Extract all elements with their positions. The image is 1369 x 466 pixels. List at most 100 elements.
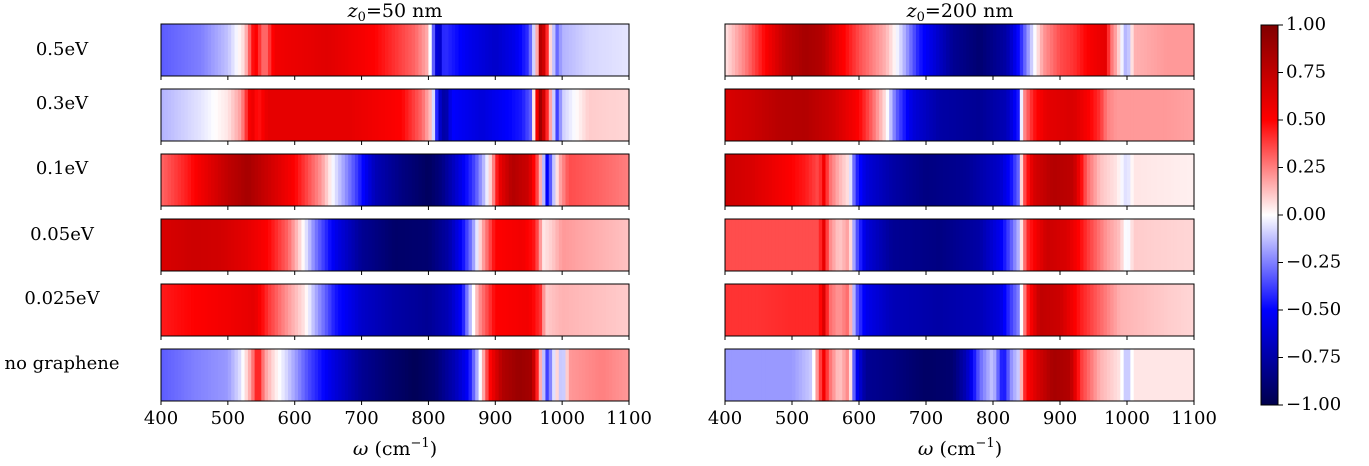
heatmap-cell [1026,89,1031,141]
heatmap-cell [582,154,587,206]
heatmap-cell [341,24,346,76]
heatmap-cell [1110,154,1115,206]
heatmap-cell [1116,219,1121,271]
heatmap-cell [979,154,984,206]
heatmap-cell [552,284,557,336]
heatmap-cell [391,24,396,76]
heatmap-cell [842,219,847,271]
heatmap-cell [418,284,423,336]
heatmap-cell [562,24,567,76]
heatmap-cell [976,349,981,401]
heatmap-cell [458,154,463,206]
heatmap-cell [465,154,470,206]
heatmap-cell [254,284,259,336]
heatmap-cell [338,284,343,336]
heatmap-cell [855,284,860,336]
x-axis-label-left: ω (cm−1) [353,436,437,460]
heatmap-cell [244,24,249,76]
heatmap-cell [455,24,460,76]
heatmap-cell [488,284,493,336]
heatmap-cell [405,89,409,141]
heatmap-cell [368,219,373,271]
heatmap-cell [942,89,947,141]
heatmap-cell [892,219,897,271]
heatmap-cell [495,89,500,141]
heatmap-cell [1100,284,1105,336]
heatmap-cell [805,349,810,401]
heatmap-cell [812,349,817,401]
heatmap-cell [999,219,1004,271]
heatmap-cell [932,89,937,141]
heatmap-cell [211,284,216,336]
heatmap-cell [485,24,490,76]
heatmap-cell [177,24,182,76]
heatmap-cell [164,284,169,336]
heatmap-cell [384,284,389,336]
heatmap-cell [568,89,573,141]
heatmap-cell [458,89,463,141]
heatmap-cell [161,24,165,76]
heatmap-cell [939,89,944,141]
heatmap-strip [160,153,630,210]
heatmap-cell [1003,24,1007,76]
heatmap-cell [805,284,810,336]
heatmap-cell [802,284,806,336]
heatmap-cell [1160,89,1165,141]
heatmap-cell [1183,89,1188,141]
heatmap-cell [184,24,189,76]
heatmap-cell [982,284,987,336]
heatmap-cell [261,349,266,401]
heatmap-cell [812,219,817,271]
heatmap-cell [882,219,887,271]
heatmap-cell [371,154,376,206]
heatmap-cell [929,284,934,336]
heatmap-cell [956,219,961,271]
heatmap-cell [1173,154,1178,206]
heatmap-cell [805,89,810,141]
heatmap-cell [247,89,252,141]
heatmap-cell [465,349,470,401]
heatmap-cell [879,89,884,141]
heatmap-cell [291,284,296,336]
heatmap-cell [214,284,219,336]
heatmap-cell [451,24,456,76]
heatmap-cell [1140,284,1145,336]
heatmap-cell [915,89,920,141]
heatmap-cell [535,219,540,271]
heatmap-cell [331,24,336,76]
heatmap-cell [808,154,813,206]
heatmap-cell [902,154,907,206]
heatmap-cell [885,219,890,271]
heatmap-cell [1163,89,1168,141]
heatmap-cell [1116,154,1121,206]
heatmap-cell [1046,219,1051,271]
row-label: 0.025eV [24,288,100,309]
heatmap-cell [738,154,743,206]
heatmap-cell [872,24,877,76]
heatmap-cell [237,219,242,271]
heatmap-cell [1160,154,1165,206]
heatmap-cell [351,349,356,401]
heatmap-cell [1187,154,1192,206]
heatmap-cell [835,24,840,76]
heatmap-cell [725,349,729,401]
row-label: 0.3eV [36,93,89,114]
heatmap-cell [167,349,172,401]
heatmap-cell [1133,24,1138,76]
heatmap-cell [388,89,393,141]
heatmap-cell [425,284,430,336]
heatmap-cell [738,349,743,401]
heatmap-cell [515,154,520,206]
heatmap-cell [1013,284,1018,336]
heatmap-cell [986,284,991,336]
heatmap-cell [1113,89,1118,141]
heatmap-cell [588,219,593,271]
heatmap-cell [381,349,386,401]
heatmap-cell [381,219,386,271]
heatmap-cell [378,24,383,76]
heatmap-cell [815,89,820,141]
heatmap-cell [568,284,573,336]
heatmap-cell [1006,89,1011,141]
heatmap-cell [952,89,957,141]
